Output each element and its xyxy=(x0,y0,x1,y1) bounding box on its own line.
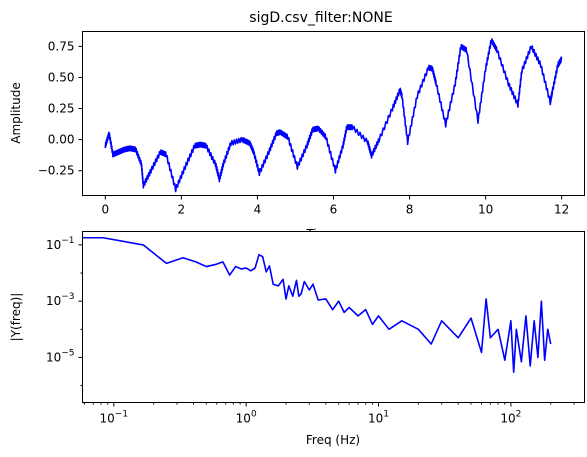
time-y-tick-label: −0.25 xyxy=(38,164,75,178)
time-x-tick-label: 4 xyxy=(254,203,262,217)
time-y-tick-label: 0.00 xyxy=(48,133,75,147)
freq-x-axis-label: Freq (Hz) xyxy=(306,433,360,447)
freq-y-tick-label: 10−3 xyxy=(46,292,75,308)
time-x-ticks: 0 2 4 6 8 10 12 xyxy=(101,195,569,217)
time-x-tick-label: 6 xyxy=(330,203,338,217)
time-plot-area xyxy=(104,38,563,193)
time-y-ticks: −0.25 0.00 0.25 0.50 0.75 xyxy=(38,39,83,178)
time-y-tick-label: 0.50 xyxy=(48,70,75,84)
freq-x-tick-label: 101 xyxy=(368,410,389,426)
time-x-tick-label: 8 xyxy=(406,203,414,217)
chart-title: sigD.csv_filter:NONE xyxy=(249,10,392,26)
time-y-tick-label: 0.25 xyxy=(48,102,75,116)
freq-series-line-0 xyxy=(82,236,552,373)
freq-x-ticks: 10−1 100 101 102 xyxy=(83,402,575,426)
freq-y-tick-label: 10−1 xyxy=(46,236,75,252)
time-x-tick-label: 0 xyxy=(101,203,109,217)
time-y-tick-label: 0.75 xyxy=(48,39,75,53)
freq-plot-frame xyxy=(82,231,585,403)
freq-x-tick-label: 10−1 xyxy=(100,410,129,426)
freq-y-tick-label: 10−5 xyxy=(46,348,75,364)
time-x-tick-label: 2 xyxy=(178,203,186,217)
freq-x-tick-label: 102 xyxy=(500,410,521,426)
time-series-line-0 xyxy=(104,38,563,193)
freq-y-ticks: 10−5 10−3 10−1 xyxy=(46,236,83,387)
time-y-axis-label: Amplitude xyxy=(9,82,23,144)
freq-plot-background xyxy=(82,231,585,403)
time-x-tick-label: 10 xyxy=(478,203,493,217)
freq-x-tick-label: 100 xyxy=(236,410,257,426)
time-domain-chart: sigD.csv_filter:NONE 0 2 4 6 8 10 12 −0.25 0.00… xyxy=(9,10,585,241)
freq-plot-area xyxy=(82,236,552,373)
time-x-tick-label: 12 xyxy=(554,203,569,217)
freq-y-axis-label: |Y(freq)| xyxy=(9,293,23,342)
frequency-domain-chart: 10−1 100 101 102 10−5 10−3 10−1 |Y(freq)| Fre… xyxy=(9,231,585,447)
